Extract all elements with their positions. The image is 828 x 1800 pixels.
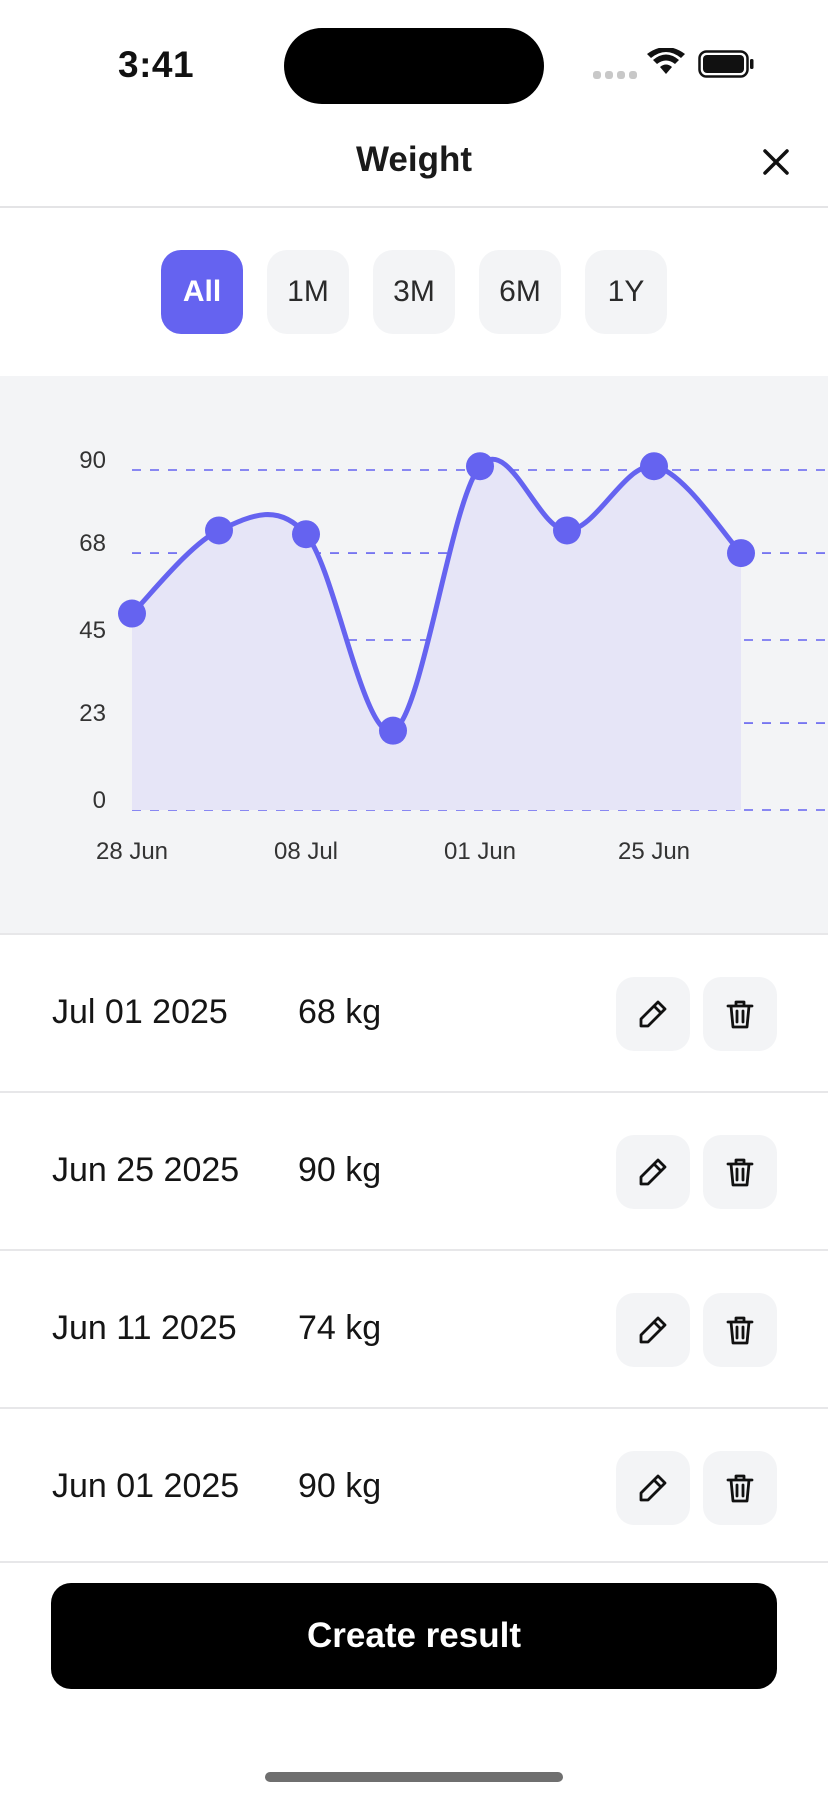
divider: [0, 1561, 828, 1563]
cellular-signal-icon: [593, 71, 637, 81]
tab-3m[interactable]: 3M: [373, 250, 455, 334]
tab-1m[interactable]: 1M: [267, 250, 349, 334]
result-value: 90 kg: [298, 1151, 382, 1189]
status-time: 3:41: [118, 44, 195, 85]
data-point[interactable]: [292, 520, 320, 549]
delete-button[interactable]: [703, 1293, 777, 1367]
pencil-icon: [639, 1474, 667, 1502]
wifi-icon: [647, 48, 685, 74]
data-point[interactable]: [553, 516, 581, 545]
home-indicator[interactable]: [265, 1772, 563, 1782]
delete-button[interactable]: [703, 977, 777, 1051]
list-item: Jun 25 2025 90 kg: [0, 1091, 828, 1249]
results-list: Jul 01 2025 68 kg Jun 25 2025 90 kg Jun …: [0, 933, 828, 1565]
edit-button[interactable]: [616, 1293, 690, 1367]
tab-1y[interactable]: 1Y: [585, 250, 667, 334]
y-tick-label: 90: [79, 447, 106, 474]
x-tick-label: 28 Jun: [96, 838, 168, 865]
data-point[interactable]: [727, 539, 755, 568]
time-range-tabs: All 1M 3M 6M 1Y: [0, 250, 828, 334]
screen-header: Weight: [0, 120, 828, 208]
result-date: Jun 25 2025: [52, 1151, 240, 1189]
y-tick-label: 23: [79, 700, 106, 727]
pencil-icon: [639, 1316, 667, 1344]
trash-icon: [726, 1000, 754, 1029]
result-date: Jul 01 2025: [52, 993, 228, 1031]
result-value: 90 kg: [298, 1467, 382, 1505]
list-item: Jun 01 2025 90 kg: [0, 1407, 828, 1565]
data-point[interactable]: [640, 452, 668, 481]
chart-svg: 0 23 45 68 90 28 Jun 08 Jul 01 Jun 25 Jun: [79, 447, 828, 865]
series-line: [129, 456, 744, 734]
result-date: Jun 11 2025: [52, 1309, 237, 1347]
delete-button[interactable]: [703, 1451, 777, 1525]
status-bar: 3:41: [0, 0, 828, 120]
edit-button[interactable]: [616, 977, 690, 1051]
data-point[interactable]: [466, 452, 494, 481]
y-tick-label: 68: [79, 530, 106, 557]
list-item: Jun 11 2025 74 kg: [0, 1249, 828, 1407]
trash-icon: [726, 1316, 754, 1345]
weight-chart: 0 23 45 68 90 28 Jun 08 Jul 01 Jun 25 Jun: [0, 376, 828, 933]
y-tick-label: 0: [93, 787, 106, 814]
result-value: 74 kg: [298, 1309, 382, 1347]
trash-icon: [726, 1474, 754, 1503]
create-result-button[interactable]: Create result: [51, 1583, 777, 1689]
data-point[interactable]: [205, 516, 233, 545]
area-fill: [132, 459, 741, 810]
list-item: Jul 01 2025 68 kg: [0, 933, 828, 1091]
tab-6m[interactable]: 6M: [479, 250, 561, 334]
pencil-icon: [639, 1000, 667, 1028]
tab-all[interactable]: All: [161, 250, 243, 334]
data-point[interactable]: [379, 716, 407, 745]
close-icon: [763, 149, 789, 175]
x-tick-label: 08 Jul: [274, 838, 338, 865]
x-tick-label: 25 Jun: [618, 838, 690, 865]
delete-button[interactable]: [703, 1135, 777, 1209]
pencil-icon: [639, 1158, 667, 1186]
y-tick-label: 45: [79, 617, 106, 644]
result-value: 68 kg: [298, 993, 382, 1031]
trash-icon: [726, 1158, 754, 1187]
battery-icon: [698, 50, 754, 78]
result-date: Jun 01 2025: [52, 1467, 240, 1505]
data-point[interactable]: [118, 599, 146, 628]
close-button[interactable]: [756, 142, 796, 182]
page-title: Weight: [355, 140, 472, 179]
edit-button[interactable]: [616, 1451, 690, 1525]
x-tick-label: 01 Jun: [444, 838, 516, 865]
edit-button[interactable]: [616, 1135, 690, 1209]
dynamic-island: [284, 28, 544, 104]
